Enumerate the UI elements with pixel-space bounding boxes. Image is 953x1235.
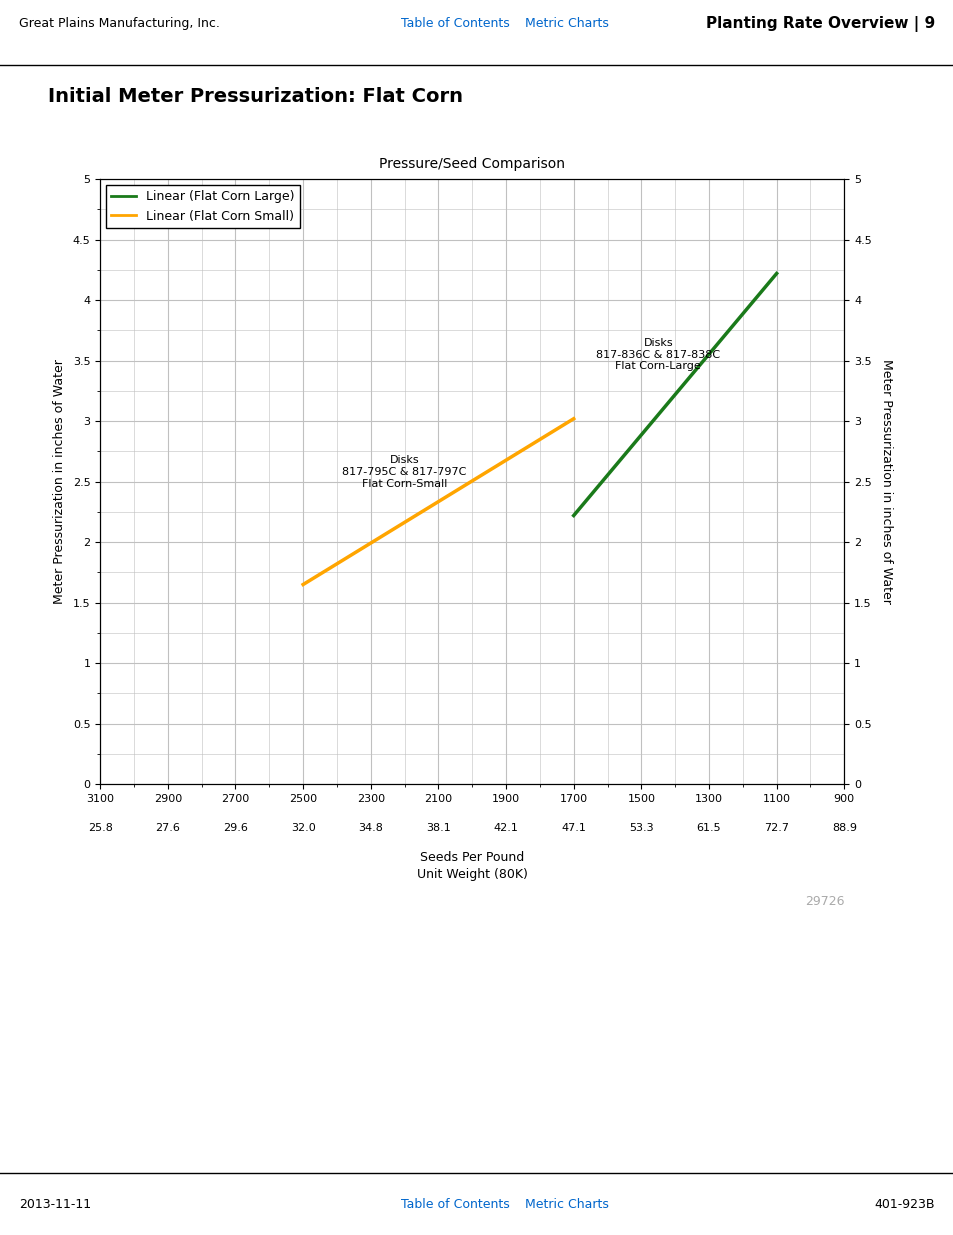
Text: 53.3: 53.3 xyxy=(628,823,653,834)
Text: Disks
817-795C & 817-797C
Flat Corn-Small: Disks 817-795C & 817-797C Flat Corn-Smal… xyxy=(342,456,466,489)
Text: 34.8: 34.8 xyxy=(358,823,383,834)
Text: 42.1: 42.1 xyxy=(493,823,517,834)
Legend: Linear (Flat Corn Large), Linear (Flat Corn Small): Linear (Flat Corn Large), Linear (Flat C… xyxy=(107,185,299,227)
Text: 29.6: 29.6 xyxy=(223,823,248,834)
Text: 61.5: 61.5 xyxy=(696,823,720,834)
Y-axis label: Meter Pressurization in inches of Water: Meter Pressurization in inches of Water xyxy=(52,359,66,604)
Text: Metric Charts: Metric Charts xyxy=(524,17,608,31)
Text: Planting Rate Overview | 9: Planting Rate Overview | 9 xyxy=(705,16,934,32)
Text: 32.0: 32.0 xyxy=(291,823,315,834)
Text: Unit Weight (80K): Unit Weight (80K) xyxy=(416,867,527,881)
Text: Great Plains Manufacturing, Inc.: Great Plains Manufacturing, Inc. xyxy=(19,17,220,31)
Title: Pressure/Seed Comparison: Pressure/Seed Comparison xyxy=(379,157,564,170)
Text: 2013-11-11: 2013-11-11 xyxy=(19,1198,91,1212)
Text: 25.8: 25.8 xyxy=(88,823,112,834)
Text: 29726: 29726 xyxy=(804,895,843,908)
Text: 38.1: 38.1 xyxy=(426,823,451,834)
Text: Table of Contents: Table of Contents xyxy=(400,17,509,31)
Text: 47.1: 47.1 xyxy=(560,823,585,834)
Text: 401-923B: 401-923B xyxy=(874,1198,934,1212)
Line: Linear (Flat Corn Small): Linear (Flat Corn Small) xyxy=(303,419,573,584)
Text: 27.6: 27.6 xyxy=(155,823,180,834)
Text: Metric Charts: Metric Charts xyxy=(524,1198,608,1212)
Linear (Flat Corn Large) xyxy=(567,508,578,522)
Text: Disks
817-836C & 817-838C
Flat Corn-Large: Disks 817-836C & 817-838C Flat Corn-Larg… xyxy=(596,338,720,372)
Linear (Flat Corn Small) xyxy=(297,577,309,592)
Y-axis label: Meter Pressurization in inches of Water: Meter Pressurization in inches of Water xyxy=(879,359,892,604)
Text: 88.9: 88.9 xyxy=(831,823,856,834)
Linear (Flat Corn Large) xyxy=(770,266,781,280)
Linear (Flat Corn Small) xyxy=(567,411,578,426)
Text: Table of Contents: Table of Contents xyxy=(400,1198,509,1212)
Text: Seeds Per Pound: Seeds Per Pound xyxy=(419,851,524,864)
Line: Linear (Flat Corn Large): Linear (Flat Corn Large) xyxy=(573,273,776,515)
Text: Initial Meter Pressurization: Flat Corn: Initial Meter Pressurization: Flat Corn xyxy=(48,88,462,106)
Text: 72.7: 72.7 xyxy=(763,823,788,834)
